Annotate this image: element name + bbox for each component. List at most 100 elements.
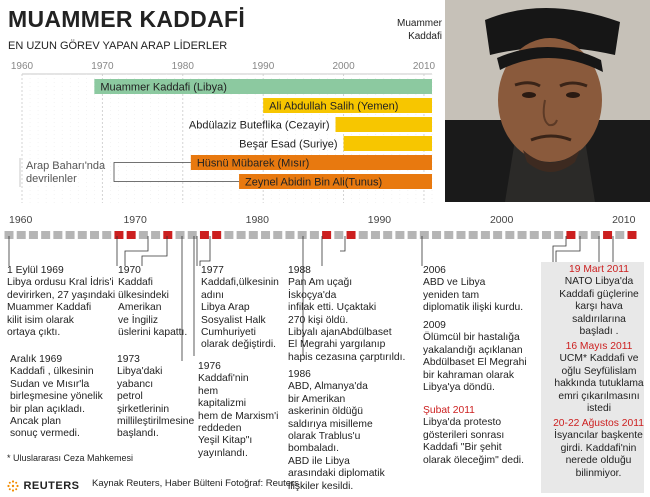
event-text: NATO Libya'da (564, 276, 634, 288)
timeline-year-marker (224, 231, 234, 239)
timeline-year-marker (456, 231, 466, 239)
timeline-year-marker (419, 231, 429, 239)
timeline-tick-label: 2000 (490, 214, 514, 226)
leaders-gantt-chart: 1960 1970 1980 1990 2000 2010 Muammer Kaddafi … (11, 61, 436, 203)
event-text: ilişkiler kesildi. (288, 480, 354, 492)
timeline-event-marker (627, 231, 637, 239)
event-text: ABD ile Libya (288, 455, 350, 467)
gantt-bar-label: Hüsnü Mübarek (Mısır) (197, 158, 309, 170)
event-text: petrol (117, 391, 143, 403)
event-text: bir Amerikan (288, 393, 346, 405)
event-text: hem (198, 385, 219, 397)
event-text: bombaladı. (288, 443, 339, 455)
timeline-year-marker (297, 231, 307, 239)
event-text: ABD ve Libya (423, 277, 486, 289)
reuters-logo-icon (7, 479, 19, 492)
event-text: devirirken, 27 yaşındaki (7, 289, 116, 301)
timeline-year-marker (53, 231, 63, 239)
event-2009: 2009 Ölümcül bir hastalığa yakalandığı a… (423, 320, 527, 394)
timeline-year-marker (285, 231, 295, 239)
event-text: bir kahraman olarak (423, 369, 514, 381)
event-text: yayınlandı. (198, 447, 248, 459)
event-text: Ölümcül bir hastalığa (423, 332, 520, 344)
event-date: 2006 (423, 265, 446, 276)
event-text: Ancak plan (10, 416, 61, 428)
gantt-tick-label: 1970 (91, 61, 114, 72)
timeline-year-marker (175, 231, 185, 239)
gantt-bar-label: Muammer Kaddafi (Libya) (100, 82, 227, 94)
timeline-year-marker (493, 231, 503, 239)
gantt-bar (263, 98, 432, 113)
gantt-bar (343, 136, 432, 151)
event-date: 1973 (117, 354, 140, 365)
event-1986: 1986 ABD, Almanya'da bir Amerikan askeri… (288, 369, 385, 493)
portrait-photo (445, 0, 650, 202)
photo-caption: Muammer Kaddafi (396, 18, 442, 42)
timeline-year-marker (236, 231, 246, 239)
timeline-tick-label: 2010 (612, 214, 636, 226)
event-text: askerinin öldüğü (288, 406, 363, 418)
gantt-bar (94, 79, 433, 94)
event-text: hem de Marxism'i (198, 410, 279, 422)
arab-spring-annotation: devrilenler (26, 173, 77, 185)
timeline-year-marker (370, 231, 380, 239)
reuters-logo: REUTERS (7, 476, 80, 494)
gantt-bar (335, 117, 432, 132)
event-text: İskoçya'da (288, 289, 337, 301)
event-text: millileştirilmesine (117, 416, 195, 428)
events-2011-panel (541, 262, 644, 493)
event-text: yabancı (117, 378, 154, 390)
timeline-year-marker (529, 231, 539, 239)
event-text: sonuç vermedi. (10, 428, 80, 440)
event-text: Pan Am uçağı (288, 277, 353, 289)
event-text: saldırıya misilleme (288, 418, 373, 430)
timeline-event-marker (212, 231, 222, 239)
event-text: istedi (586, 403, 612, 415)
event-text: arasındaki diplomatik (288, 468, 385, 480)
event-text: Kaddafi , ülkesinin (10, 366, 94, 378)
timeline-year-marker (505, 231, 515, 239)
event-2011-aug: 20-22 Ağustos 2011 İsyancılar başkente g… (549, 418, 648, 480)
timeline-year-marker (65, 231, 75, 239)
event-text: Libya'ya döndü. (423, 382, 495, 394)
event-text: Libya ordusu Kral İdris'i (7, 277, 114, 289)
timeline-year-marker (383, 231, 393, 239)
event-text: Muammer Kaddafi (7, 302, 92, 314)
timeline-year-marker (151, 231, 161, 239)
timeline-year-marker (444, 231, 454, 239)
event-text: adını (201, 289, 224, 301)
event-2006: 2006 ABD ve Libya yeniden tam diplomatik… (423, 265, 523, 315)
timeline-year-marker (334, 231, 344, 239)
event-text: olarak değiştirdi. (201, 339, 276, 351)
event-date: 19 Mart 2011 (569, 264, 629, 275)
gantt-bar-label: Ali Abdullah Salih (Yemen) (269, 101, 398, 113)
gantt-tick-label: 1980 (172, 61, 195, 72)
portrait-illustration (445, 0, 650, 202)
event-text: emri çıkarılmasını (558, 390, 640, 402)
event-date: 1977 (201, 265, 224, 276)
event-date: 1970 (118, 265, 141, 276)
event-text: ve İngiliz (118, 314, 159, 326)
event-text: Sudan ve Mısır'la (10, 378, 90, 390)
timeline-year-marker (615, 231, 625, 239)
gantt-tick-label: 1960 (11, 61, 34, 72)
footnote: * Uluslararası Ceza Mahkemesi (7, 453, 134, 463)
page-title: MUAMMER KADDAFİ (8, 6, 246, 32)
event-text: 270 kişi öldü. (288, 314, 349, 326)
timeline-event-marker (566, 231, 576, 239)
event-text: başladı . (579, 326, 619, 338)
event-date: Aralık 1969 (10, 354, 63, 365)
timeline-year-marker (16, 231, 26, 239)
event-text: bir plan açıkladı. (10, 403, 85, 415)
timeline-year-marker (4, 231, 14, 239)
timeline-year-marker (407, 231, 417, 239)
timeline-year-marker (261, 231, 271, 239)
arab-spring-annotation: Arap Baharı'nda (26, 160, 106, 172)
event-text: birleşmesine yönelik (10, 391, 103, 403)
event-date: 20-22 Ağustos 2011 (553, 418, 644, 429)
timeline-year-marker (309, 231, 319, 239)
timeline-event-marker (126, 231, 136, 239)
event-text: Kaddafi'nin (198, 373, 249, 385)
event-text: hapis cezasına çarptırıldı. (288, 351, 406, 363)
event-date: 16 Mayıs 2011 (565, 341, 633, 352)
